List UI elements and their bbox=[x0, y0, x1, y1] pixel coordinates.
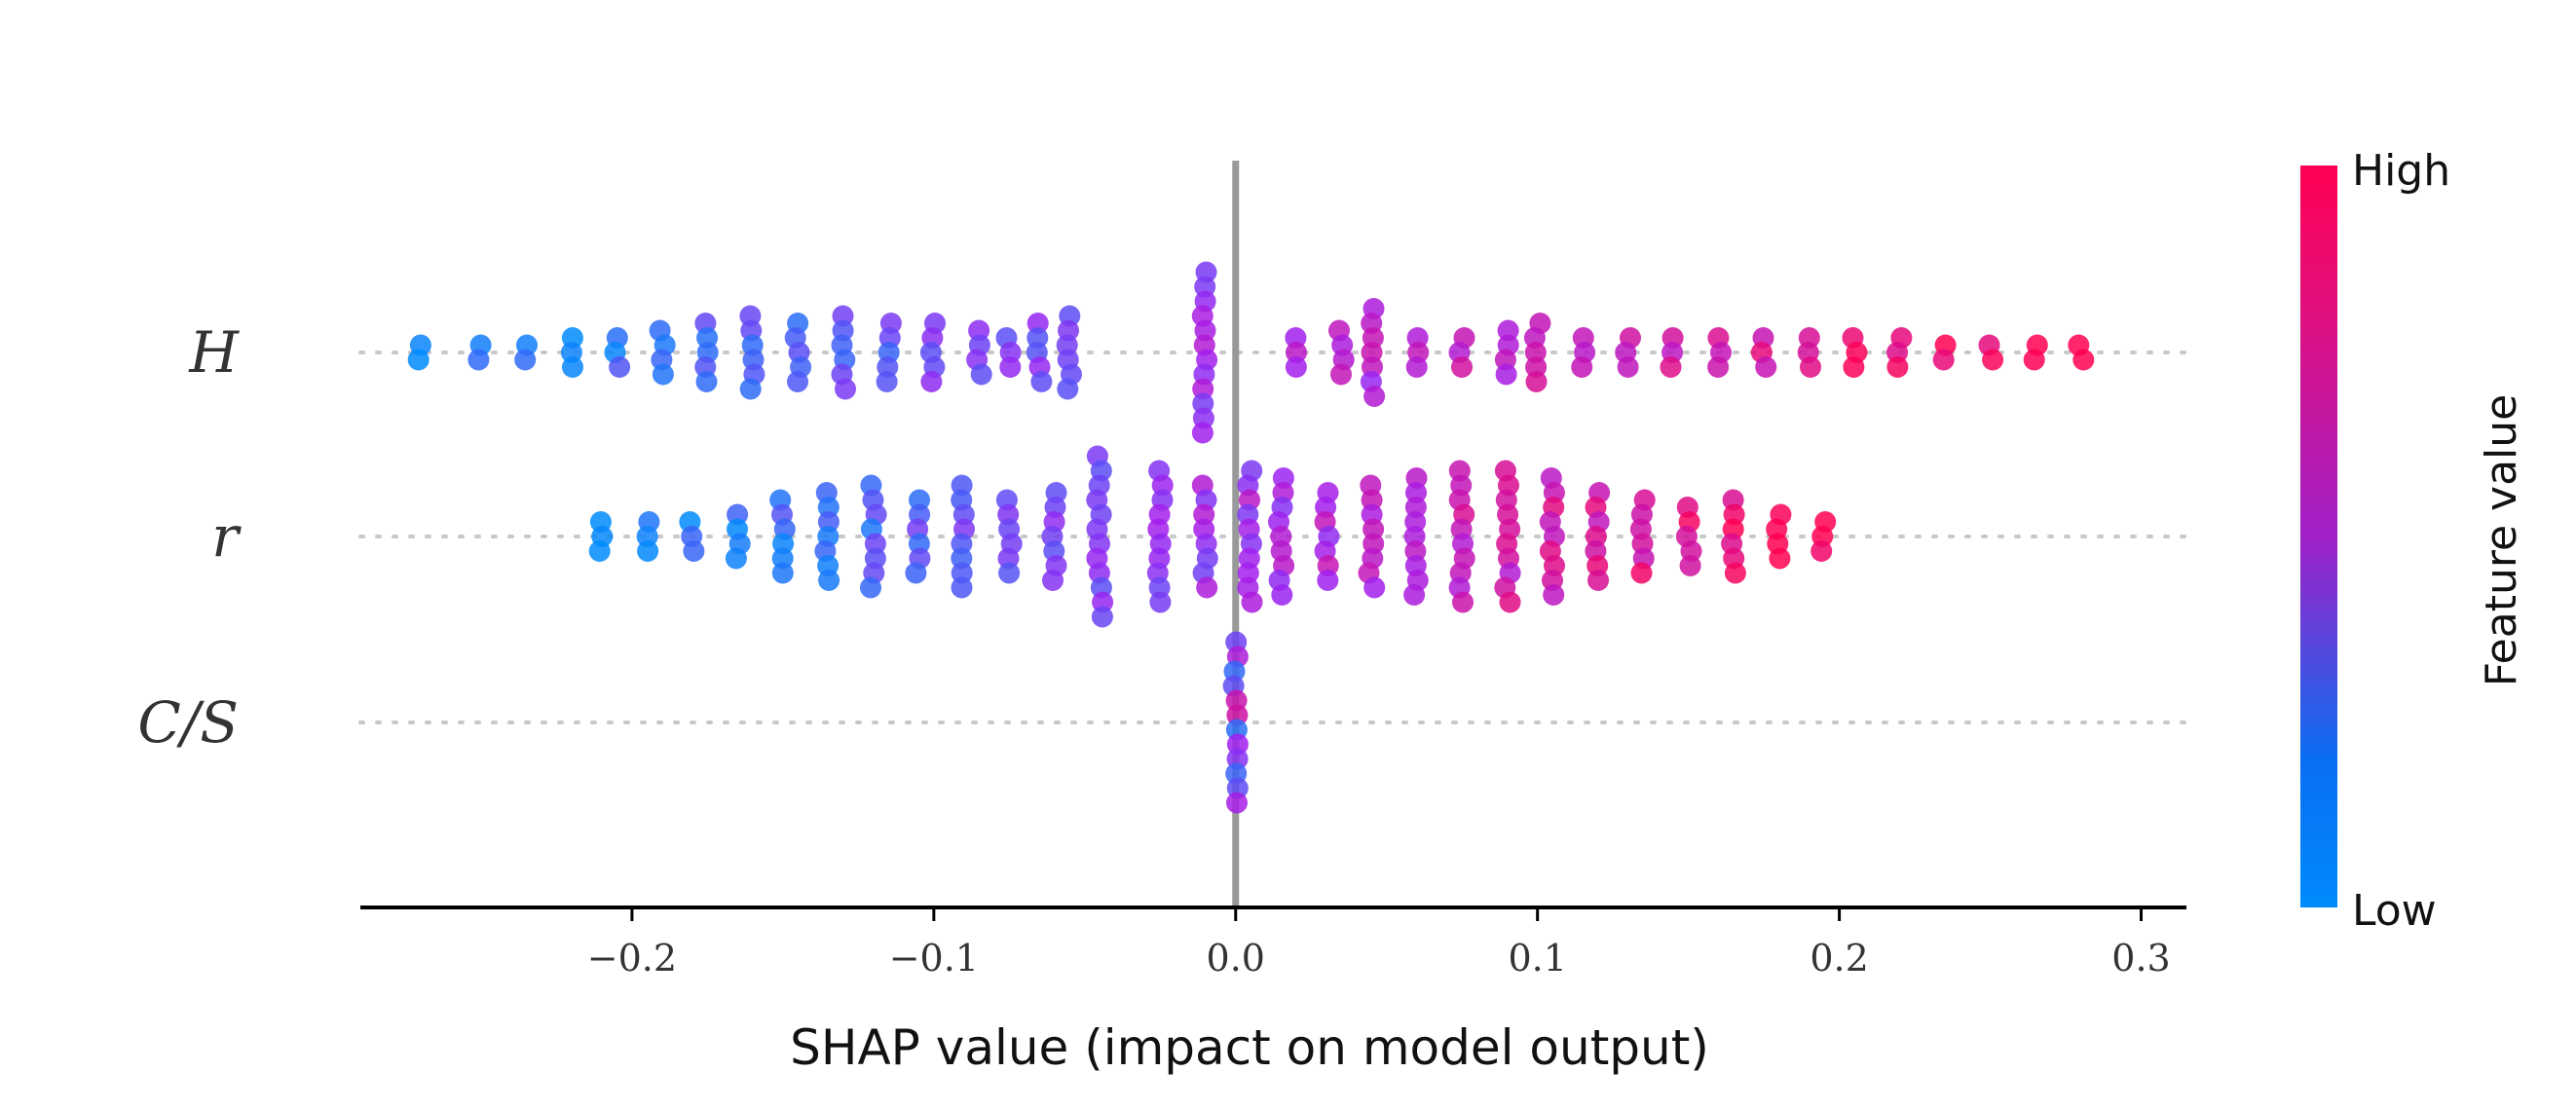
point-r-21-8 bbox=[1543, 584, 1565, 606]
point-H-27-2 bbox=[1707, 356, 1730, 378]
point-r-24-4 bbox=[1679, 555, 1701, 576]
point-H-4-2 bbox=[609, 356, 631, 378]
point-H-15-5 bbox=[1057, 378, 1079, 400]
point-H-23-4 bbox=[1525, 371, 1548, 392]
point-r-3-3 bbox=[725, 547, 747, 570]
point-r-11-11 bbox=[1091, 606, 1113, 628]
point-r-0-2 bbox=[588, 540, 611, 562]
point-H-28-2 bbox=[1755, 356, 1777, 378]
feature-label-H: H bbox=[188, 319, 240, 386]
x-tick-label-1: −0.1 bbox=[889, 937, 979, 980]
point-H-32-1 bbox=[1932, 349, 1955, 371]
x-tick-label-0: −0.2 bbox=[587, 937, 677, 980]
point-r-27-2 bbox=[1811, 540, 1833, 562]
point-r-20-9 bbox=[1499, 591, 1521, 613]
point-r-26-3 bbox=[1769, 547, 1791, 570]
point-H-0-1 bbox=[407, 349, 429, 371]
point-r-2-2 bbox=[683, 540, 705, 562]
point-r-15-8 bbox=[1271, 584, 1293, 606]
point-r-17-7 bbox=[1363, 576, 1386, 599]
colorbar-high-label: High bbox=[2352, 146, 2450, 196]
point-H-10-4 bbox=[876, 371, 898, 392]
feature-labels: Hr C/S bbox=[137, 319, 242, 756]
point-H-2-1 bbox=[514, 349, 537, 371]
colorbar-low-label: Low bbox=[2352, 886, 2437, 936]
x-tick-label-5: 0.3 bbox=[2111, 937, 2170, 980]
point-H-33-1 bbox=[1982, 349, 2004, 371]
colorbar: High Low Feature value bbox=[2300, 146, 2526, 936]
point-H-3-2 bbox=[562, 356, 583, 378]
point-r-5-6 bbox=[818, 570, 840, 591]
point-r-16-6 bbox=[1317, 570, 1339, 591]
series-r-points bbox=[588, 445, 1837, 628]
point-H-35-1 bbox=[2072, 349, 2095, 371]
point-H-30-2 bbox=[1843, 356, 1865, 378]
point-r-13-7 bbox=[1196, 576, 1218, 599]
point-r-25-5 bbox=[1724, 562, 1746, 584]
point-H-21-2 bbox=[1451, 356, 1473, 378]
colorbar-gradient bbox=[2300, 166, 2337, 907]
beeswarm-points bbox=[407, 261, 2095, 814]
point-H-19-6 bbox=[1363, 386, 1386, 407]
point-H-31-2 bbox=[1886, 356, 1909, 378]
x-axis: −0.2 −0.1 0.0 0.1 0.2 0.3 bbox=[360, 906, 2186, 980]
point-r-14-9 bbox=[1241, 591, 1263, 613]
point-H-13-2 bbox=[999, 356, 1022, 378]
point-H-5-3 bbox=[652, 363, 674, 386]
point-H-7-5 bbox=[739, 378, 762, 400]
point-C-S-0-11 bbox=[1226, 792, 1248, 814]
feature-label-C-S: C/S bbox=[137, 689, 239, 756]
point-r-1-2 bbox=[637, 540, 659, 562]
point-r-4-5 bbox=[771, 562, 794, 584]
point-r-12-9 bbox=[1149, 591, 1172, 613]
colorbar-title: Feature value bbox=[2477, 394, 2526, 686]
point-H-24-2 bbox=[1571, 356, 1593, 378]
point-H-1-1 bbox=[467, 349, 490, 371]
point-H-17-2 bbox=[1285, 356, 1307, 378]
point-H-34-1 bbox=[2023, 349, 2045, 371]
x-axis-title: SHAP value (impact on model output) bbox=[790, 1019, 1709, 1076]
point-H-8-4 bbox=[787, 371, 808, 392]
point-r-18-8 bbox=[1403, 584, 1426, 606]
point-H-9-5 bbox=[835, 378, 856, 400]
feature-label-r: r bbox=[211, 503, 242, 570]
point-r-22-6 bbox=[1587, 570, 1609, 591]
x-tick-label-3: 0.1 bbox=[1508, 937, 1566, 980]
point-r-7-5 bbox=[905, 562, 927, 584]
point-r-9-5 bbox=[998, 562, 1021, 584]
point-r-8-7 bbox=[951, 576, 973, 599]
point-r-10-6 bbox=[1042, 570, 1064, 591]
point-r-6-7 bbox=[860, 576, 881, 599]
point-H-12-3 bbox=[970, 363, 992, 386]
point-r-19-9 bbox=[1452, 591, 1474, 613]
point-H-16-11 bbox=[1191, 422, 1213, 444]
series-H-points bbox=[407, 261, 2095, 444]
x-tick-label-2: 0.0 bbox=[1207, 937, 1265, 980]
x-tick-label-4: 0.2 bbox=[1810, 937, 1868, 980]
point-H-14-4 bbox=[1030, 371, 1053, 392]
point-H-22-3 bbox=[1495, 363, 1517, 386]
series-C-S-points bbox=[1222, 631, 1249, 814]
point-H-6-4 bbox=[695, 371, 718, 392]
point-r-23-5 bbox=[1630, 562, 1653, 584]
point-H-20-2 bbox=[1405, 356, 1428, 378]
point-H-25-2 bbox=[1617, 356, 1639, 378]
point-H-26-2 bbox=[1660, 356, 1682, 378]
point-H-29-2 bbox=[1800, 356, 1821, 378]
point-H-11-4 bbox=[920, 371, 943, 392]
point-H-18-3 bbox=[1330, 363, 1352, 386]
